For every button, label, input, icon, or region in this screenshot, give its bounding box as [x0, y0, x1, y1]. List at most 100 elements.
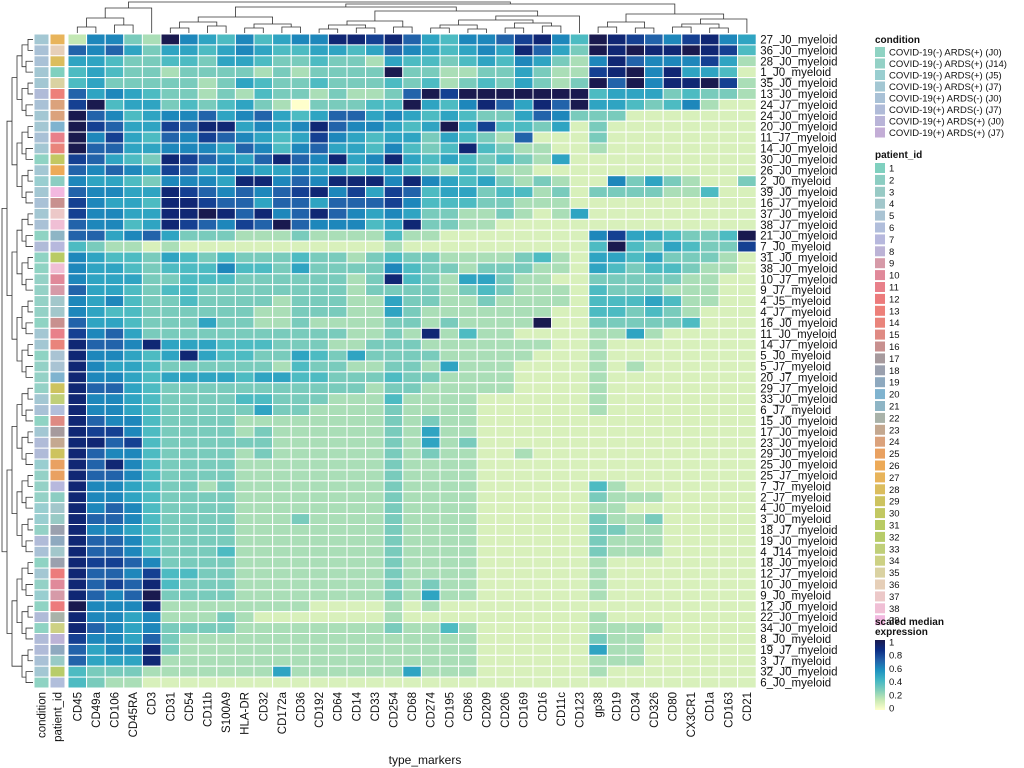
heatmap-cell — [625, 589, 646, 602]
heatmap-cell — [327, 44, 348, 57]
heatmap-cell — [737, 251, 757, 264]
heatmap-cell — [718, 175, 739, 188]
heatmap-cell — [197, 153, 218, 166]
heatmap-cell — [737, 98, 757, 111]
heatmap-cell — [123, 524, 143, 536]
heatmap-cell — [216, 142, 236, 155]
heatmap-cell — [588, 480, 608, 493]
color-scale-tick: 1 — [889, 638, 894, 649]
heatmap-cell — [606, 349, 627, 362]
heatmap-cell — [197, 469, 218, 482]
heatmap-cell — [197, 98, 218, 111]
heatmap-cell — [365, 458, 385, 471]
heatmap-cell — [625, 306, 646, 318]
heatmap-cell — [420, 600, 441, 613]
heatmap-cell — [179, 425, 199, 438]
heatmap-cell — [67, 622, 88, 634]
heatmap-cell — [513, 284, 534, 297]
heatmap-cell — [327, 611, 348, 624]
heatmap-cell — [718, 469, 739, 482]
heatmap-cell — [495, 88, 515, 100]
heatmap-cell — [179, 327, 199, 340]
heatmap-cell — [253, 676, 274, 689]
heatmap-cell — [216, 447, 236, 460]
heatmap-cell — [402, 349, 422, 362]
heatmap-cell — [588, 44, 608, 57]
heatmap-cell — [458, 545, 478, 558]
heatmap-cell — [272, 524, 292, 536]
heatmap-cell — [290, 77, 311, 89]
dendrogram-branch — [27, 344, 33, 356]
heatmap-cell — [179, 480, 199, 493]
legend-color-scale: scaled median expression 10.80.60.40.20 — [875, 617, 944, 715]
heatmap-cell — [439, 633, 460, 645]
heatmap-cell — [699, 469, 720, 482]
dendrogram-branch — [25, 148, 33, 160]
heatmap-cell — [699, 316, 720, 329]
legend-item-label: COVID-19(+) ARDS(+) (J0) — [889, 117, 1004, 128]
heatmap-cell — [86, 197, 106, 209]
heatmap-cell — [141, 393, 162, 406]
heatmap-cell — [383, 425, 404, 438]
heatmap-cell — [383, 643, 404, 656]
dendrogram-branch — [346, 20, 404, 27]
heatmap-cell — [67, 55, 88, 68]
heatmap-cell — [551, 480, 571, 493]
dendrogram-branch — [104, 7, 153, 33]
heatmap-cell — [67, 349, 88, 362]
heatmap-cell — [197, 458, 218, 471]
heatmap-cell — [662, 643, 683, 656]
heatmap-cell — [606, 197, 627, 209]
heatmap-cell — [458, 153, 478, 166]
heatmap-cell — [290, 393, 311, 406]
heatmap-cell — [476, 491, 497, 504]
heatmap-cell — [86, 349, 106, 362]
heatmap-cell — [253, 120, 274, 133]
heatmap-cell — [569, 600, 590, 613]
heatmap-cell — [681, 175, 701, 188]
row-label: 19_J7_myeloid — [760, 645, 837, 657]
heatmap-cell — [67, 175, 88, 188]
heatmap-cell — [327, 654, 348, 667]
heatmap-cell — [160, 654, 181, 667]
heatmap-cell — [662, 77, 683, 89]
heatmap-cell — [495, 502, 515, 515]
heatmap-cell — [402, 175, 422, 188]
heatmap-cell — [365, 502, 385, 515]
heatmap-cell — [346, 349, 367, 362]
heatmap-cell — [476, 88, 497, 100]
heatmap-cell — [383, 88, 404, 100]
heatmap-cell — [234, 567, 255, 580]
heatmap-cell — [420, 197, 441, 209]
dendrogram-branch — [21, 175, 28, 198]
heatmap-cell — [365, 676, 385, 689]
heatmap-cell — [551, 109, 571, 122]
heatmap-cell — [141, 251, 162, 264]
heatmap-cell — [383, 33, 404, 46]
heatmap-cell — [67, 545, 88, 558]
legend-item-label: 17 — [889, 354, 900, 365]
heatmap-cell — [160, 284, 181, 297]
heatmap-cell — [588, 665, 608, 678]
heatmap-cell — [644, 327, 664, 340]
heatmap-cell — [383, 513, 404, 525]
condition-annotation-cell — [33, 197, 50, 209]
heatmap-cell — [253, 393, 274, 406]
heatmap-cell — [123, 164, 143, 177]
heatmap-cell — [718, 513, 739, 525]
heatmap-cell — [644, 273, 664, 286]
heatmap-cell — [327, 295, 348, 308]
heatmap-cell — [383, 77, 404, 89]
heatmap-cell — [588, 393, 608, 406]
heatmap-cell — [327, 589, 348, 602]
heatmap-cell — [402, 131, 422, 144]
heatmap-cell — [606, 545, 627, 558]
heatmap-cell — [179, 589, 199, 602]
heatmap-cell — [458, 611, 478, 624]
heatmap-cell — [290, 611, 311, 624]
heatmap-cell — [327, 436, 348, 449]
heatmap-cell — [718, 218, 739, 231]
heatmap-cell — [513, 491, 534, 504]
heatmap-cell — [160, 425, 181, 438]
heatmap-cell — [179, 98, 199, 111]
